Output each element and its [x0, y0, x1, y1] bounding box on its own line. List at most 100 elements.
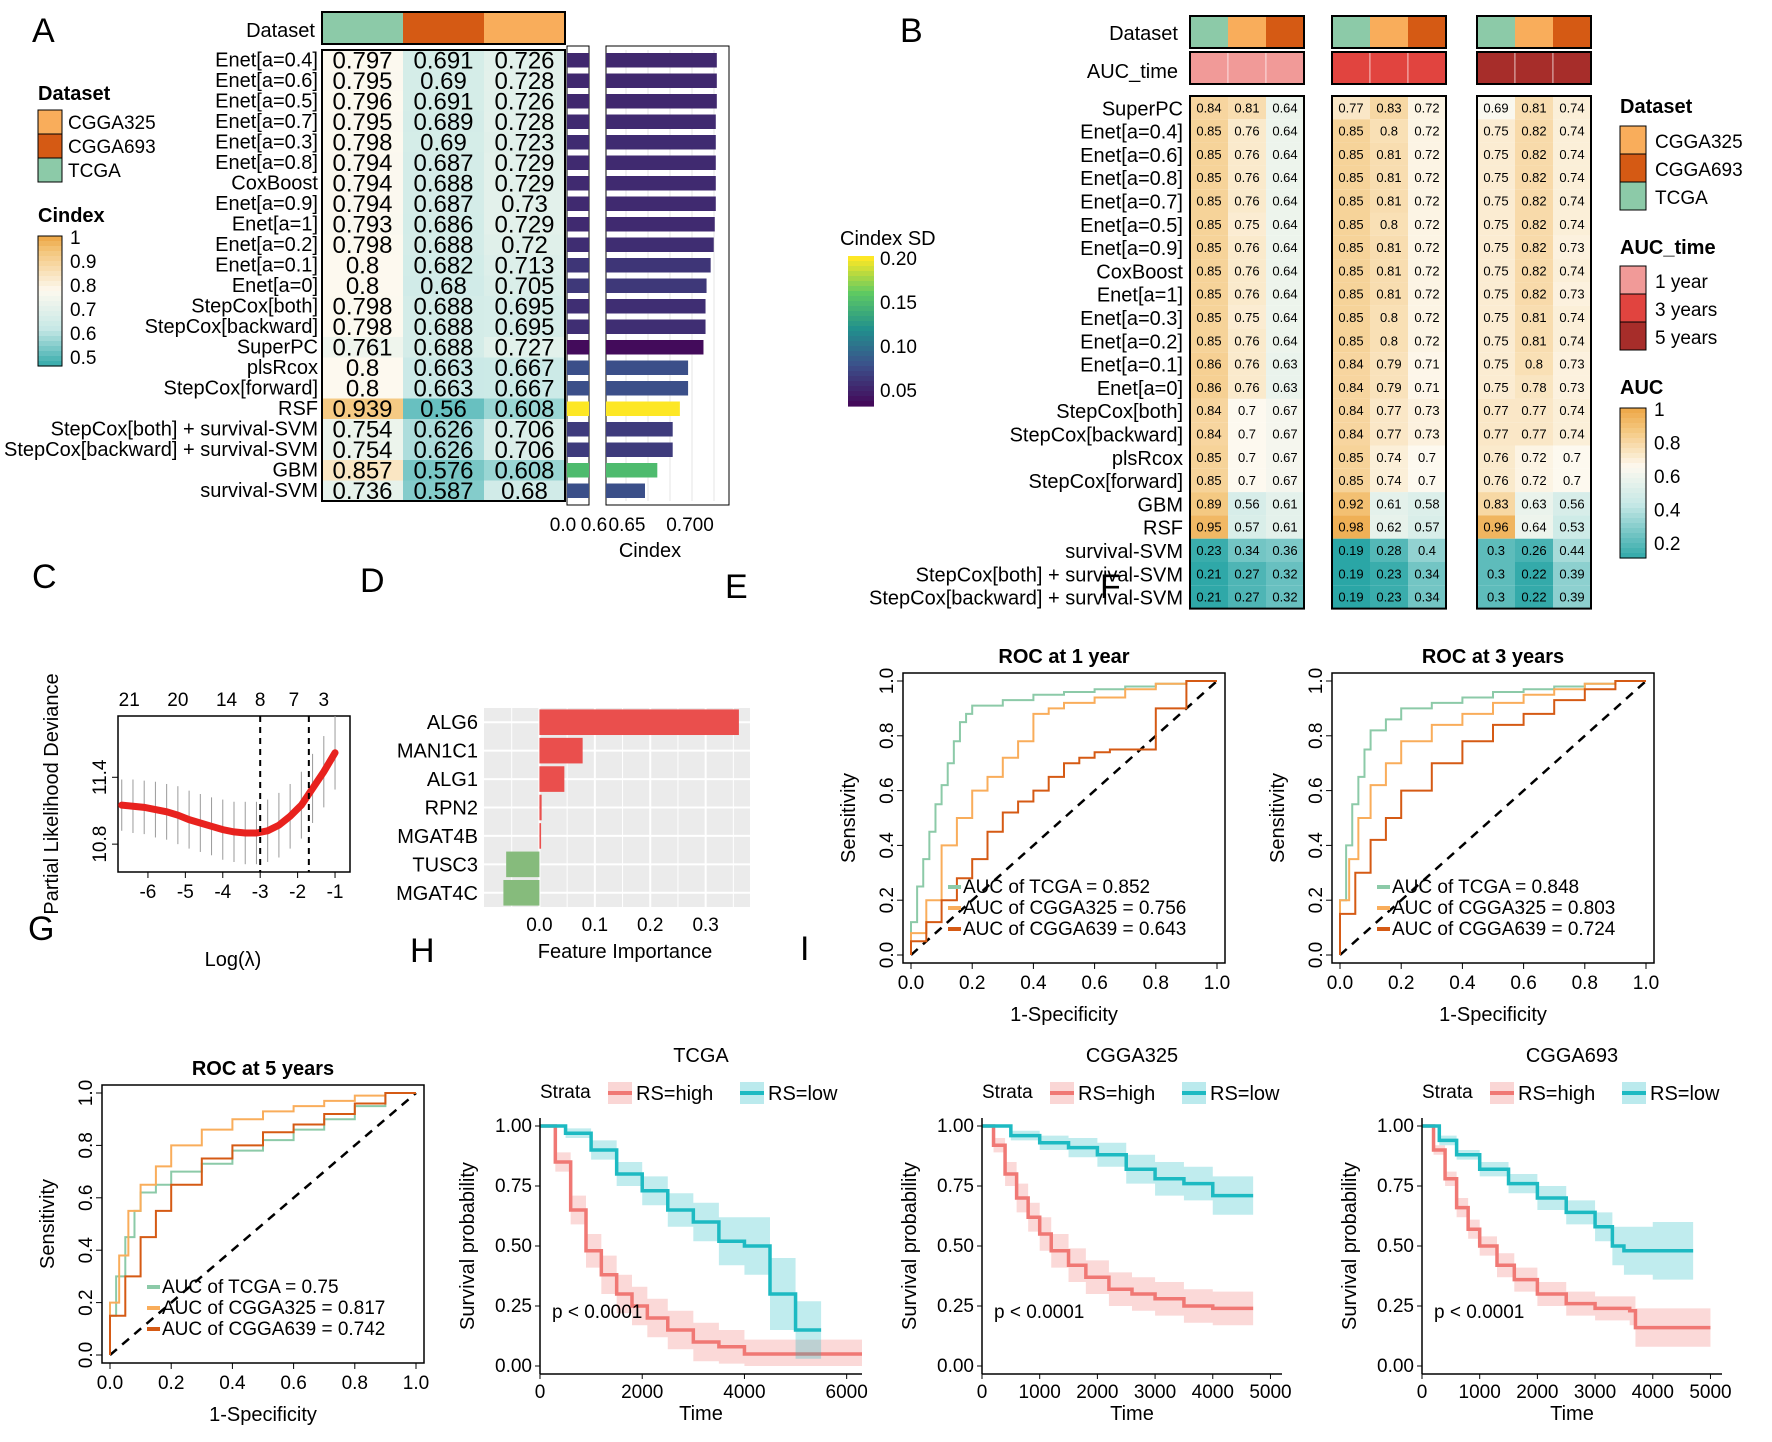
- panel-f-ytick: 0.0: [1306, 942, 1327, 968]
- panel-a-legend-gradient-step: [38, 321, 62, 327]
- panel-a-cell-value: 0.729: [494, 212, 554, 239]
- panel-b-cell-value: 0.82: [1521, 263, 1546, 278]
- panel-b-legend-auc-tick: 0.2: [1654, 534, 1680, 555]
- panel-b-cell-value: 0.7: [1563, 473, 1581, 488]
- panel-b-cell-value: 0.76: [1234, 263, 1259, 278]
- panel-c-top-tick: 7: [289, 690, 300, 711]
- panel-f-roc-curve-0: [1339, 680, 1646, 955]
- panel-a-legend-cindex-tick: 0.9: [70, 252, 96, 273]
- panel-a-row-label: Enet[a=0.7]: [215, 111, 318, 133]
- panel-e-xtick: 0.8: [1143, 973, 1169, 994]
- panel-b-heat-cell: [1266, 235, 1304, 260]
- panel-a-sd-legend-title: Cindex SD: [840, 228, 936, 250]
- panel-b-cell-value: 0.23: [1196, 543, 1221, 558]
- panel-a-sd-bar-left: [567, 217, 589, 232]
- panel-h-xtick: 2000: [621, 1382, 663, 1403]
- panel-d-xlabel: Feature Importance: [538, 941, 713, 963]
- panel-b-cell-value: 0.85: [1196, 287, 1221, 302]
- panel-c-xtick: -5: [177, 882, 194, 903]
- panel-b-cell-value: 0.73: [1559, 357, 1584, 372]
- panel-b-cell-value: 0.64: [1272, 170, 1297, 185]
- panel-a-cell-value: 0.798: [332, 232, 392, 259]
- panel-d-category-label: MGAT4B: [397, 826, 478, 848]
- panel-a-row-label: plsRcox: [247, 357, 318, 379]
- panel-b-cell-value: 0.89: [1196, 496, 1221, 511]
- panel-a-sd-gradient-step: [848, 281, 874, 287]
- panel-b-legend-gradient-step: [1620, 543, 1646, 549]
- panel-b-heat-cell: [1228, 492, 1266, 516]
- panel-a-heat-cell: [484, 70, 565, 91]
- panel-a-heat-cell: [484, 480, 565, 501]
- panel-label-g: G: [28, 910, 54, 948]
- panel-b-row-label: RSF: [1143, 518, 1183, 540]
- panel-h-ytick: 0.50: [495, 1236, 532, 1257]
- panel-a-mean-bar: [606, 73, 717, 88]
- panel-f-xlabel: 1-Specificity: [1439, 1004, 1547, 1026]
- panel-b-heat-cell: [1266, 212, 1304, 236]
- panel-i-xtick: 0: [977, 1382, 988, 1403]
- panel-b-heat-cell: [1408, 119, 1446, 143]
- panel-c-xtick: -3: [252, 882, 269, 903]
- panel-b-cell-value: 0.85: [1338, 147, 1363, 162]
- panel-b-heat-cell: [1190, 165, 1228, 190]
- panel-b-heat-cell: [1370, 468, 1408, 493]
- panel-a-legend-dataset-item: CGGA325: [68, 113, 156, 134]
- panel-b-annotation-frame: [1331, 51, 1447, 85]
- panel-i-ci-band-0: [982, 1126, 1254, 1326]
- panel-a-legend-gradient-step: [38, 266, 62, 272]
- panel-a-heat-cell: [322, 296, 403, 317]
- panel-b-cell-value: 0.8: [1525, 357, 1543, 372]
- panel-b-legend-swatch: [1619, 153, 1647, 183]
- panel-b-heat-cell: [1370, 142, 1408, 166]
- panel-b-row-label: StepCox[backward] + survival-SVM: [869, 588, 1183, 610]
- panel-a-sd-gradient-step: [848, 326, 874, 332]
- panel-b-heat-cell: [1266, 282, 1304, 306]
- panel-c-xtick: -1: [327, 882, 344, 903]
- panel-f-roc-curve-1: [1339, 680, 1646, 955]
- panel-a-row-label: survival-SVM: [200, 480, 318, 502]
- panel-b-annotation-frame: [1189, 15, 1305, 49]
- panel-a-sd-bar-left: [567, 299, 589, 314]
- panel-j-legend-item: RS=low: [1650, 1083, 1720, 1105]
- panel-b-legend-gradient-step: [1620, 418, 1646, 424]
- panel-b-cell-value: 0.64: [1272, 147, 1297, 162]
- panel-b-cell-value: 0.72: [1414, 124, 1439, 139]
- panel-g-title: ROC at 5 years: [192, 1058, 334, 1080]
- panel-a-sd-gradient-step: [848, 321, 874, 327]
- panel-b-cell-value: 0.77: [1376, 427, 1401, 442]
- panel-b-heat-cell: [1190, 352, 1228, 376]
- panel-b-heat-cell: [1477, 119, 1515, 143]
- panel-b-cell-value: 0.76: [1234, 380, 1259, 395]
- panel-a-legend-gradient-step: [38, 251, 62, 257]
- panel-b-cell-value: 0.85: [1338, 124, 1363, 139]
- panel-b-cell-value: 0.74: [1559, 427, 1584, 442]
- panel-a-legend-gradient-step: [38, 311, 62, 317]
- panel-b-cell-value: 0.79: [1376, 357, 1401, 372]
- panel-b-dataset-cell: [1190, 16, 1228, 48]
- panel-a-mean-bar: [606, 196, 716, 211]
- panel-b-heat-cell: [1190, 398, 1228, 423]
- panel-j-km-curve-1: [1422, 1124, 1694, 1253]
- panel-b-cell-value: 0.72: [1414, 194, 1439, 209]
- panel-a-cell-value: 0.56: [420, 396, 467, 423]
- panel-a-sd-gradient-step: [848, 351, 874, 357]
- panel-a-legend-cindex-tick: 0.7: [70, 300, 96, 321]
- panel-a-legend-gradient-step: [38, 276, 62, 282]
- panel-e-xtick: 0.6: [1081, 973, 1107, 994]
- panel-b-heat-cell: [1515, 235, 1553, 260]
- panel-a-row-label: Enet[a=0.1]: [215, 255, 318, 277]
- panel-b-heat-cell: [1228, 189, 1266, 213]
- panel-b-heat-cell: [1553, 282, 1591, 306]
- panel-b-cell-value: 0.8: [1380, 333, 1398, 348]
- panel-g-legend-item: AUC of CGGA325 = 0.817: [162, 1298, 385, 1319]
- panel-a-mean-bar: [606, 442, 673, 457]
- panel-g-roc-curve-2: [109, 1092, 416, 1355]
- panel-b-heat-cell: [1477, 398, 1515, 423]
- panel-b-heat-cell: [1190, 538, 1228, 562]
- panel-b-legend-gradient-step: [1620, 488, 1646, 494]
- panel-b-heat-cell: [1332, 282, 1370, 306]
- panel-a-heat-cell: [403, 439, 484, 460]
- panel-b-heat-cell: [1408, 305, 1446, 329]
- panel-b-heat-cell: [1515, 562, 1553, 586]
- panel-a-sd-gradient-step: [848, 306, 874, 312]
